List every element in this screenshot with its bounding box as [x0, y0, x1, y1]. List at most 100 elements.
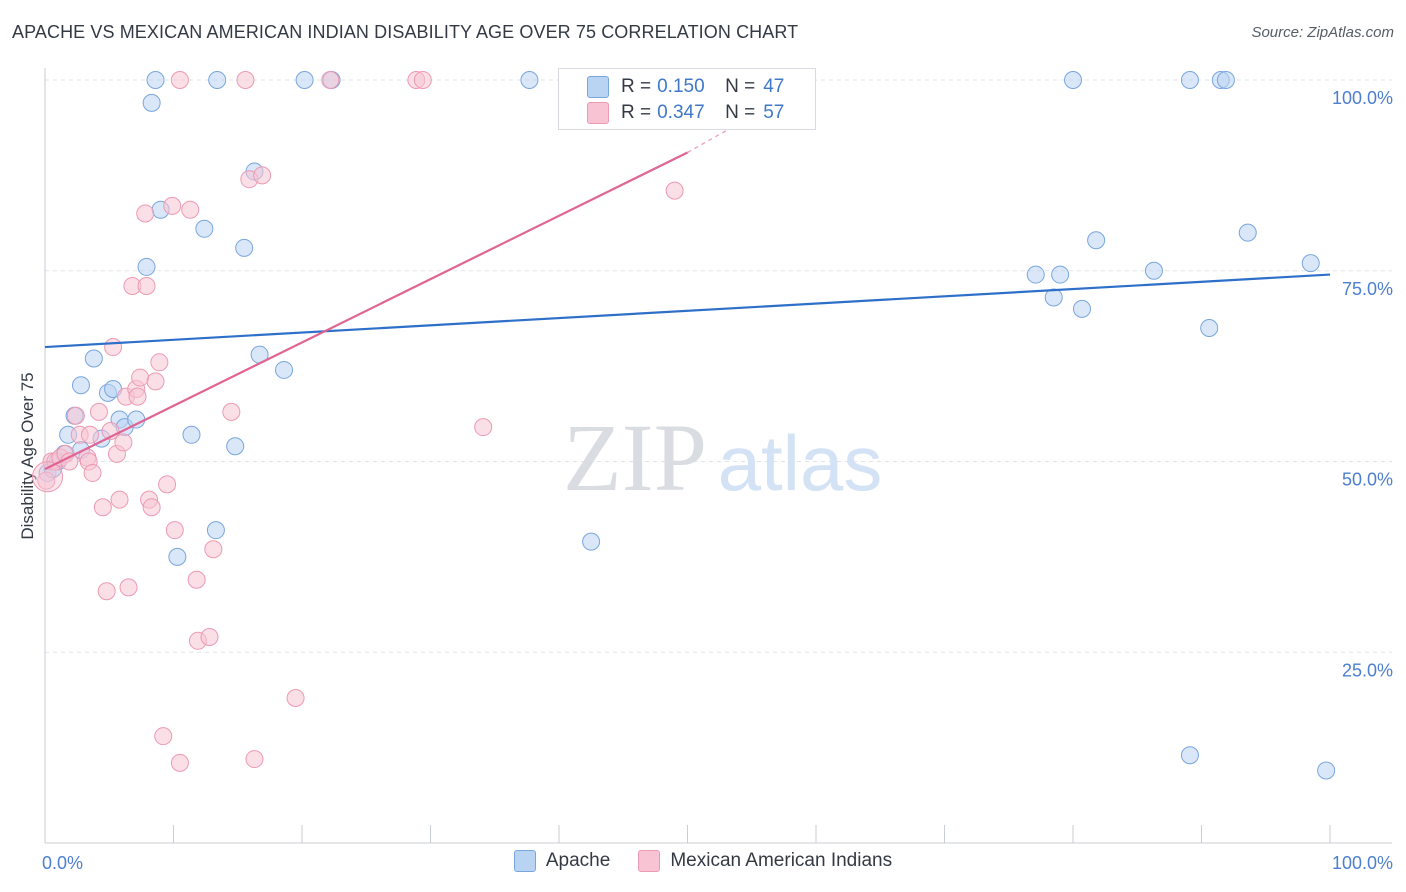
y-tick-label-50: 50.0% — [1342, 470, 1393, 490]
chart-title: APACHE VS MEXICAN AMERICAN INDIAN DISABI… — [12, 22, 799, 42]
mexican-point-51 — [474, 418, 493, 437]
mexican-point-18 — [110, 490, 129, 509]
legend-label-apache: Apache — [545, 850, 611, 871]
apache-point-16 — [142, 93, 161, 112]
mexican-point-29 — [142, 498, 161, 517]
apache-point-8 — [84, 349, 103, 368]
apache-point-31 — [520, 71, 539, 89]
apache-point-7 — [71, 376, 90, 395]
y-tick-label-25: 25.0% — [1342, 660, 1393, 680]
mexican-point-47 — [286, 689, 305, 708]
mexican-point-38 — [181, 200, 200, 219]
stats-row-mexican: R = 0.347 N = 57 — [587, 100, 784, 126]
apache-point-44 — [1200, 318, 1219, 337]
mexican-point-41 — [200, 627, 219, 646]
watermark: ZIP atlas — [563, 404, 882, 511]
mexican-point-46 — [253, 166, 272, 185]
apache-point-29 — [295, 71, 314, 89]
apache-point-34 — [1044, 288, 1063, 307]
mexican-point-52 — [665, 181, 684, 200]
apache-r-value: 0.150 — [657, 76, 705, 97]
grid-layer — [45, 79, 1392, 653]
apache-point-22 — [206, 521, 225, 540]
apache-point-45 — [1238, 223, 1257, 242]
legend-label-mexican: Mexican American Indians — [670, 850, 893, 871]
apache-point-46 — [1301, 254, 1320, 273]
apache-point-20 — [182, 425, 201, 444]
mexican-point-26 — [136, 204, 155, 223]
mexican-point-10 — [80, 425, 99, 444]
y-tick-label-75: 75.0% — [1342, 279, 1393, 299]
mexican-point-50 — [413, 71, 432, 89]
x-tick-label-0: 0.0% — [42, 853, 83, 873]
mexican-point-12 — [89, 402, 108, 421]
mexican-point-31 — [150, 353, 169, 372]
mexican-point-5 — [60, 452, 79, 471]
mexican-point-39 — [187, 570, 206, 589]
watermark-atlas: atlas — [718, 419, 883, 507]
apache-point-15 — [137, 257, 156, 276]
apache-trend-line — [44, 273, 1331, 349]
apache-point-41 — [1180, 746, 1199, 765]
apache-point-35 — [1051, 265, 1070, 284]
apache-point-43 — [1216, 71, 1235, 89]
apache-r-label: R = — [621, 76, 652, 97]
apache-point-40 — [1180, 71, 1199, 89]
legend-item-apache[interactable]: Apache — [513, 850, 611, 872]
apache-point-37 — [1072, 299, 1091, 318]
mexican-point-34 — [163, 196, 182, 215]
apache-point-27 — [275, 360, 294, 379]
x-tick-label-100: 100.0% — [1332, 853, 1393, 873]
watermark-zip: ZIP — [563, 404, 707, 511]
apache-point-39 — [1144, 261, 1163, 280]
apache-point-23 — [226, 437, 245, 456]
apache-point-21 — [195, 219, 214, 238]
legend-swatch-apache — [513, 850, 536, 872]
mexican-point-45 — [245, 750, 264, 769]
legend-swatch-mexican — [638, 850, 661, 872]
apache-n-value: 47 — [763, 76, 785, 97]
apache-point-28 — [208, 71, 227, 89]
mexican-swatch — [587, 102, 609, 124]
apache-point-14 — [127, 410, 146, 429]
mexican-point-0 — [37, 471, 56, 490]
apache-point-32 — [582, 532, 601, 551]
mexican-point-19 — [114, 433, 133, 452]
mexican-point-25 — [131, 368, 150, 387]
legend: Apache Mexican American Indians — [0, 850, 1406, 872]
apache-n-label: N = — [725, 76, 756, 97]
y-tick-label-100: 100.0% — [1332, 88, 1393, 108]
mexican-point-36 — [170, 753, 189, 772]
mexican-point-6 — [66, 406, 85, 425]
apache-point-33 — [1026, 265, 1045, 284]
apache-point-36 — [1064, 71, 1082, 89]
mexican-point-16 — [104, 338, 123, 357]
mexican-point-13 — [93, 498, 112, 517]
apache-point-24 — [235, 238, 254, 257]
mexican-r-value: 0.347 — [657, 102, 705, 123]
mexican-point-32 — [154, 727, 173, 746]
source-label: Source: ZipAtlas.com — [1251, 24, 1394, 41]
mexican-point-53 — [236, 71, 255, 89]
mexican-r-label: R = — [621, 102, 652, 123]
mexican-n-label: N = — [725, 102, 756, 123]
apache-point-18 — [146, 71, 165, 89]
stats-row-apache: R = 0.150 N = 47 — [587, 74, 784, 100]
mexican-point-35 — [165, 521, 184, 540]
mexican-trend-line — [44, 151, 688, 471]
apache-point-19 — [168, 547, 187, 566]
apache-point-38 — [1087, 231, 1106, 250]
tick-labels: 25.0% 50.0% 75.0% 100.0% 0.0% 100.0% — [42, 88, 1393, 873]
mexican-point-27 — [137, 277, 156, 296]
mexican-point-43 — [222, 402, 241, 421]
mexican-point-11 — [83, 463, 102, 482]
mexican-n-value: 57 — [763, 102, 785, 123]
legend-item-mexican[interactable]: Mexican American Indians — [638, 850, 892, 872]
mexican-point-42 — [204, 540, 223, 559]
mexican-point-14 — [97, 582, 116, 601]
mexican-point-21 — [119, 578, 138, 597]
apache-point-47 — [1317, 761, 1336, 780]
mexican-point-30 — [146, 372, 165, 391]
stats-legend-box: R = 0.150 N = 47 R = 0.347 N = 57 — [558, 68, 816, 130]
